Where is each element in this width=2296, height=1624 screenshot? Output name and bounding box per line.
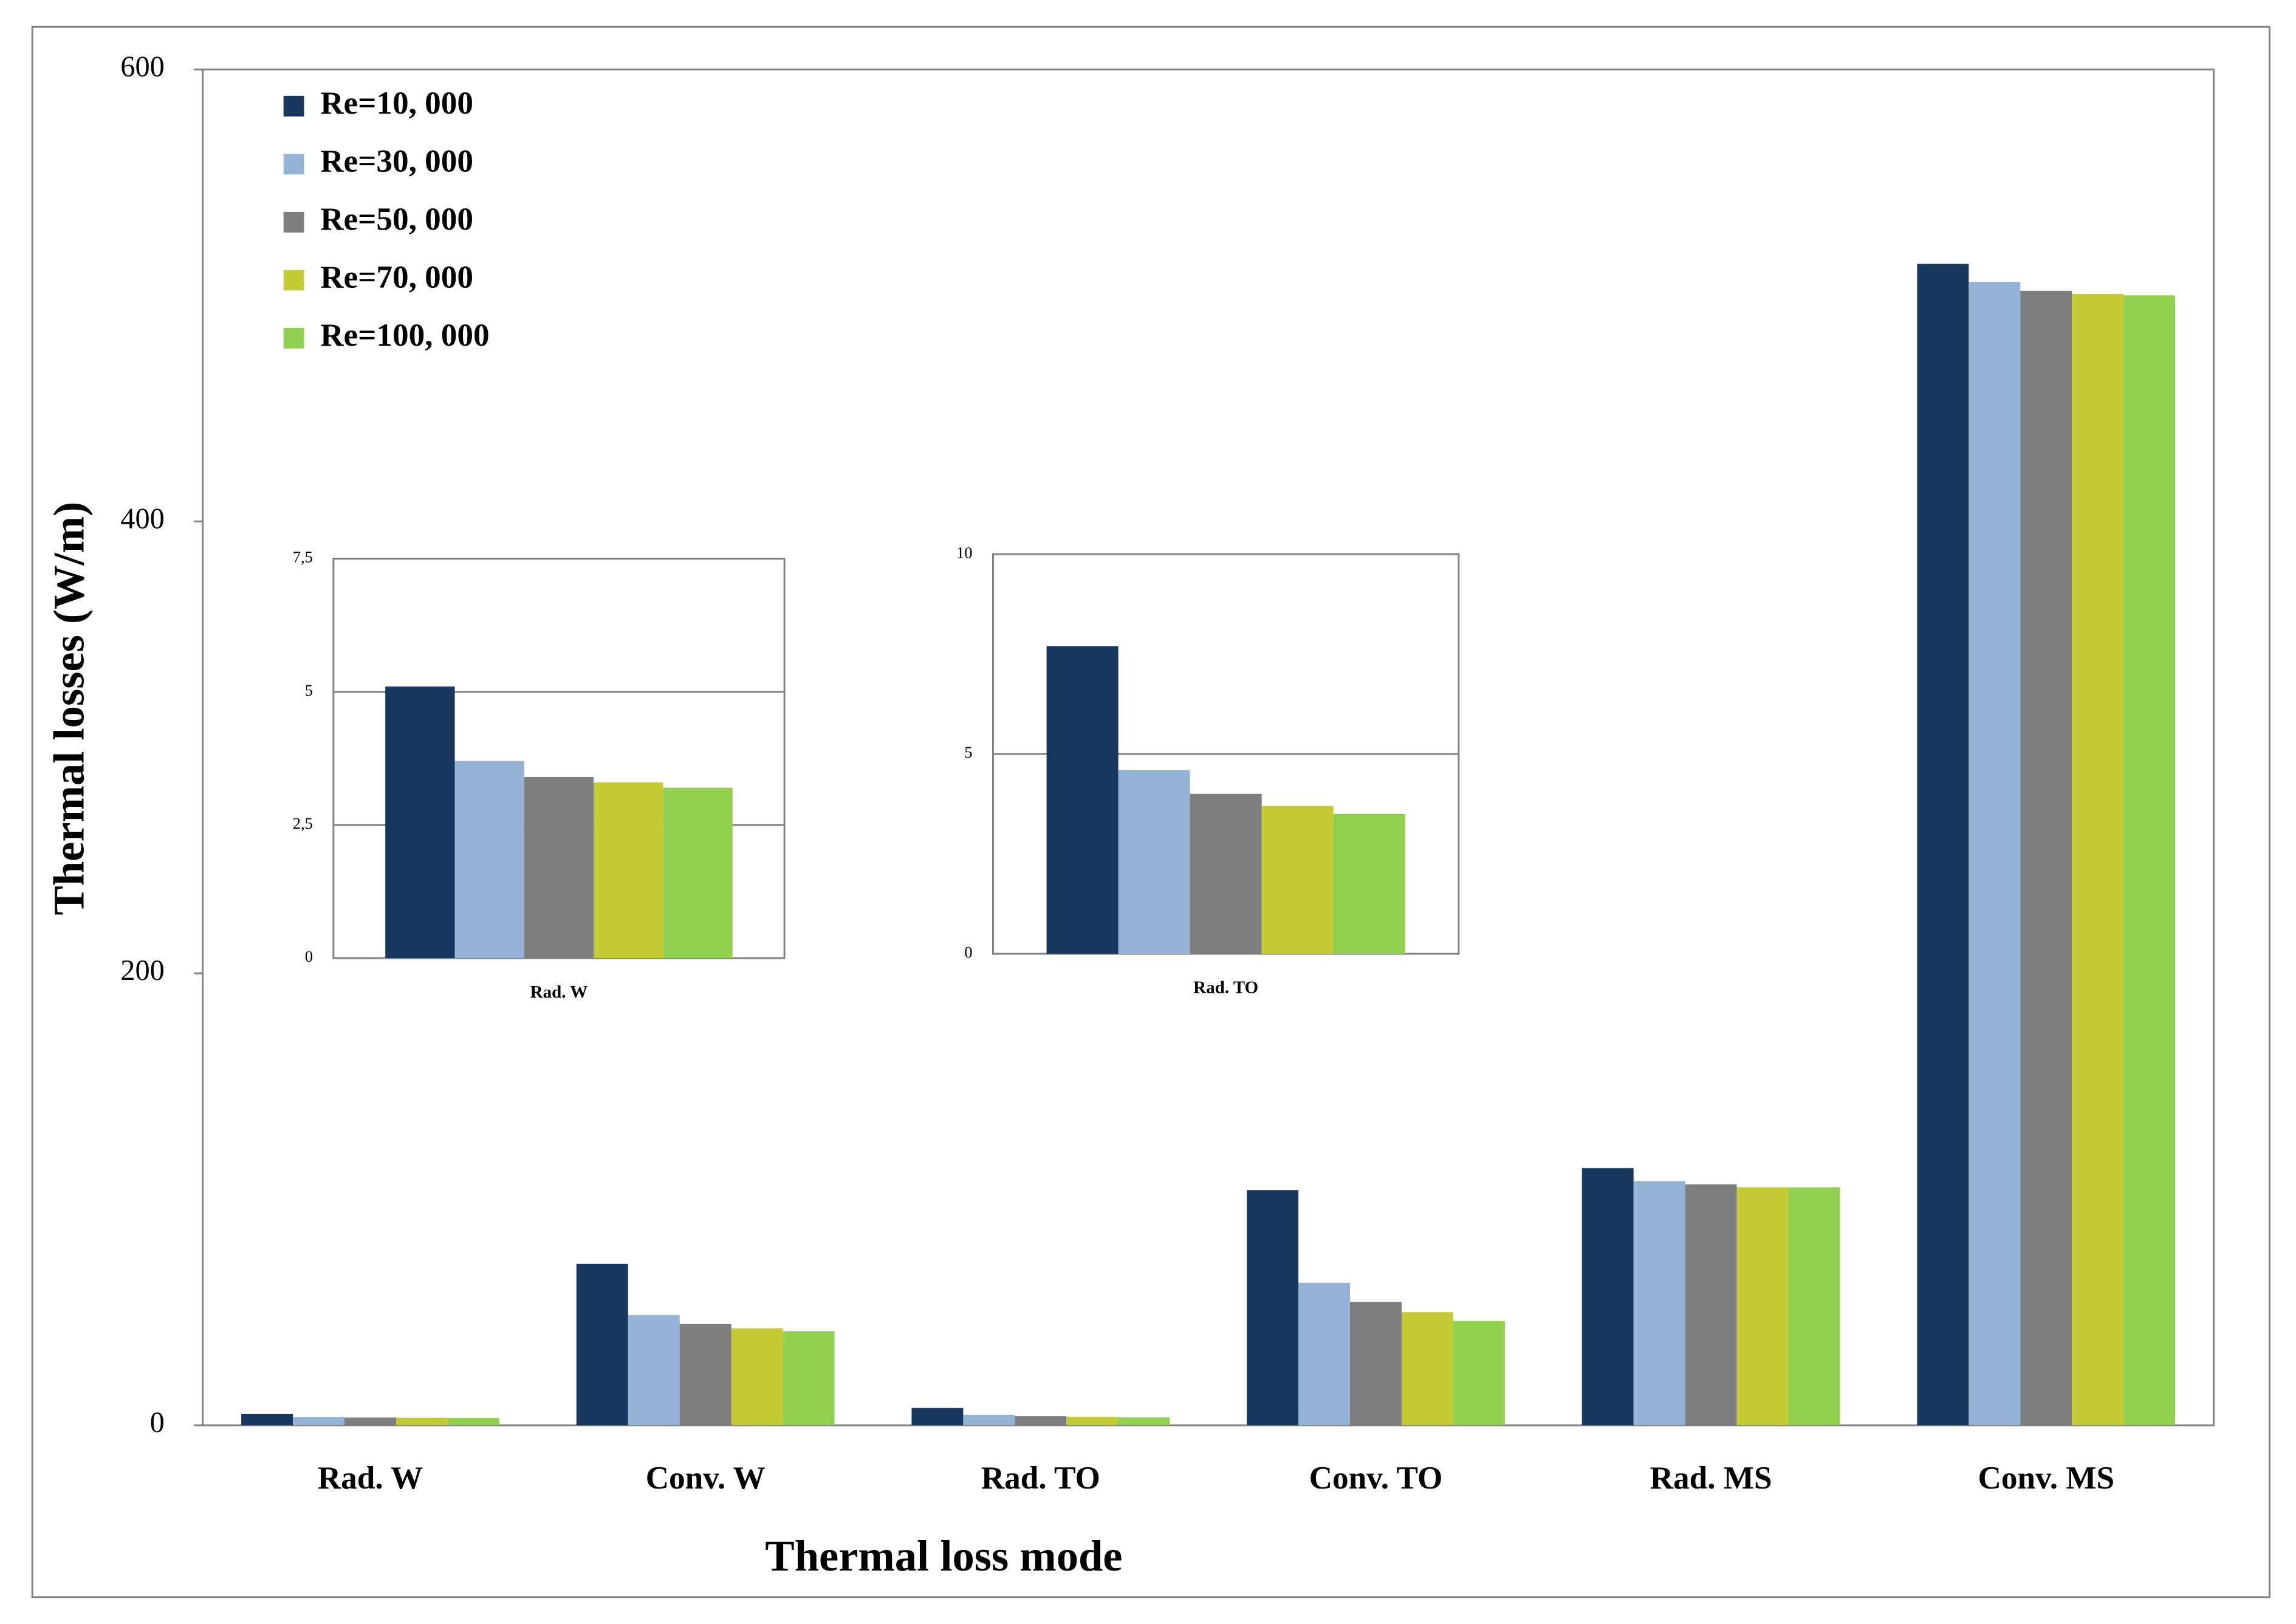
bar xyxy=(1736,1187,1789,1425)
y-tick-label: 600 xyxy=(120,50,165,83)
x-tick-label: Rad. TO xyxy=(981,1460,1100,1496)
bar xyxy=(1333,814,1405,954)
y-tick-label: 0 xyxy=(150,1406,165,1439)
bar xyxy=(1118,770,1190,954)
legend-label: Re=30, 000 xyxy=(320,143,473,179)
bar xyxy=(628,1315,680,1425)
bar xyxy=(576,1263,628,1425)
x-tick-label: Rad. W xyxy=(318,1460,423,1496)
legend-swatch xyxy=(283,270,304,291)
bar xyxy=(663,787,733,959)
bar xyxy=(454,761,524,959)
bar xyxy=(1046,646,1119,954)
bar xyxy=(1969,281,2021,1425)
x-tick-label: Conv. TO xyxy=(1309,1460,1443,1496)
y-tick-label: 400 xyxy=(120,502,165,535)
legend-swatch xyxy=(283,327,304,349)
bar xyxy=(1261,806,1334,954)
bar xyxy=(911,1408,964,1425)
bar xyxy=(1247,1190,1299,1425)
bar xyxy=(1401,1312,1453,1425)
bar xyxy=(1788,1187,1840,1425)
outer-frame xyxy=(31,26,2270,1598)
bar xyxy=(1917,264,1969,1425)
legend-swatch xyxy=(283,95,304,117)
bar xyxy=(2123,295,2176,1425)
bar xyxy=(385,686,455,959)
bar xyxy=(963,1414,1015,1425)
x-tick-label: Rad. W xyxy=(530,982,588,1002)
bar xyxy=(524,776,594,959)
y-tick-label: 10 xyxy=(956,543,973,561)
legend-label: Re=100, 000 xyxy=(320,317,489,353)
bar xyxy=(396,1417,448,1425)
legend-swatch xyxy=(283,211,304,233)
y-tick-label: 0 xyxy=(305,947,313,965)
bar xyxy=(241,1413,293,1425)
x-tick-label: Conv. MS xyxy=(1978,1460,2114,1496)
bar xyxy=(1298,1283,1350,1425)
bar xyxy=(1066,1417,1119,1425)
y-tick-label: 0 xyxy=(964,943,972,961)
bar xyxy=(2072,294,2124,1425)
bar xyxy=(1581,1168,1634,1425)
bar xyxy=(293,1417,345,1425)
bar xyxy=(594,782,663,959)
x-axis-label: Thermal loss mode xyxy=(765,1531,1122,1580)
legend-label: Re=70, 000 xyxy=(320,259,473,295)
y-axis-label: Thermal losses (W/m) xyxy=(44,502,94,916)
y-tick-label: 5 xyxy=(305,681,313,699)
y-tick-label: 7,5 xyxy=(293,548,313,566)
bar xyxy=(1685,1184,1737,1425)
y-tick-label: 200 xyxy=(120,954,165,987)
bar xyxy=(1015,1416,1067,1425)
bar xyxy=(447,1418,499,1425)
y-tick-label: 5 xyxy=(964,743,972,761)
bar xyxy=(1118,1417,1170,1425)
legend-label: Re=50, 000 xyxy=(320,201,473,237)
x-tick-label: Rad. MS xyxy=(1650,1460,1772,1496)
bar xyxy=(679,1323,732,1425)
y-tick-label: 2,5 xyxy=(293,814,313,832)
legend-swatch xyxy=(283,154,304,175)
bar xyxy=(344,1417,396,1425)
bar xyxy=(1633,1181,1685,1425)
bar xyxy=(1349,1301,1402,1425)
bar xyxy=(731,1328,783,1425)
x-tick-label: Conv. W xyxy=(646,1460,766,1496)
legend-label: Re=10, 000 xyxy=(320,85,473,121)
bar xyxy=(1453,1321,1505,1425)
x-tick-label: Rad. TO xyxy=(1193,978,1258,997)
bar xyxy=(2020,290,2072,1425)
bar xyxy=(1190,793,1262,954)
bar xyxy=(783,1331,835,1425)
